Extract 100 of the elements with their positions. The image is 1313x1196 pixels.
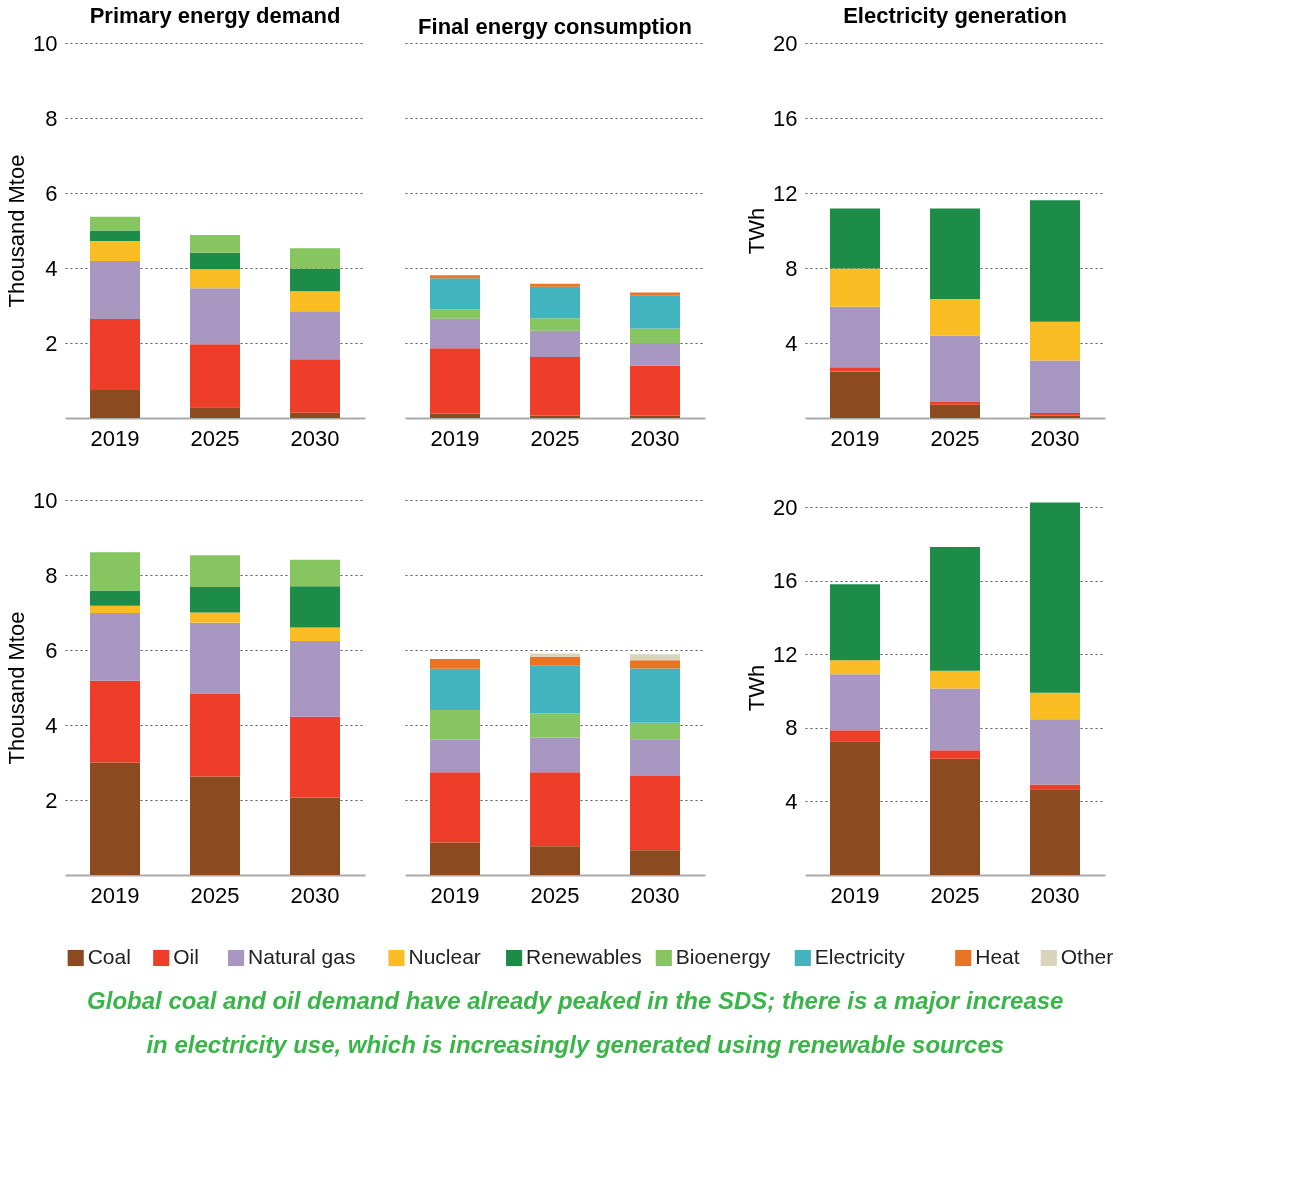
bar	[530, 283, 580, 287]
bar	[830, 268, 880, 307]
bar	[430, 318, 480, 349]
bar	[630, 660, 680, 669]
bar	[290, 291, 340, 312]
bar	[290, 586, 340, 628]
bar	[630, 850, 680, 875]
bar	[530, 653, 580, 657]
bar	[630, 328, 680, 343]
bar	[90, 216, 140, 231]
bar	[1030, 321, 1080, 361]
bar	[90, 319, 140, 390]
bar	[830, 660, 880, 675]
bar	[190, 235, 240, 253]
bar	[530, 356, 580, 416]
chart-title: Final energy consumption	[418, 14, 692, 39]
y-tick-label: 10	[33, 30, 58, 56]
bar	[90, 762, 140, 875]
bar	[830, 741, 880, 875]
x-tick-label: 2025	[930, 882, 980, 908]
bar	[930, 758, 980, 875]
bar	[630, 295, 680, 329]
bar	[90, 260, 140, 319]
legend-label: Natural gas	[248, 945, 356, 968]
y-tick-label: 12	[773, 180, 798, 206]
bar	[290, 716, 340, 798]
bar	[830, 208, 880, 269]
legend-label: Oil	[173, 945, 199, 968]
bar	[1030, 360, 1080, 413]
legend-label: Heat	[975, 945, 1020, 968]
bar	[90, 680, 140, 763]
y-tick-label: 8	[45, 105, 58, 131]
bar	[190, 288, 240, 345]
x-tick-label: 2030	[1030, 425, 1080, 451]
bar	[430, 668, 480, 710]
bar	[630, 654, 680, 661]
x-tick-label: 2019	[90, 882, 140, 908]
bar	[630, 365, 680, 416]
bar	[530, 656, 580, 666]
bar	[530, 846, 580, 875]
x-tick-label: 2025	[530, 425, 580, 451]
bar	[290, 359, 340, 413]
x-tick-label: 2019	[830, 882, 880, 908]
bar	[290, 627, 340, 641]
bar	[290, 412, 340, 418]
legend-label: Other	[1060, 945, 1114, 968]
chart-title: Electricity generation	[843, 3, 1067, 28]
bar	[530, 713, 580, 738]
x-tick-label: 2025	[190, 425, 240, 451]
bar	[190, 344, 240, 408]
bar	[930, 750, 980, 759]
bar	[630, 415, 680, 418]
chart-title: Primary energy demand	[89, 3, 341, 28]
y-tick-label: 20	[773, 494, 798, 520]
bar	[430, 309, 480, 319]
bar	[430, 710, 480, 740]
bar	[830, 584, 880, 661]
bar	[530, 318, 580, 331]
x-tick-label: 2025	[930, 425, 980, 451]
bar	[430, 278, 480, 310]
bar	[90, 590, 140, 606]
legend-label: Bioenergy	[675, 945, 771, 968]
bar	[290, 311, 340, 360]
y-tick-label: 8	[45, 562, 58, 588]
bar	[190, 252, 240, 270]
bar	[630, 739, 680, 776]
y-axis-title: Thousand Mtoe	[4, 611, 30, 765]
bar	[430, 739, 480, 773]
y-axis-title: TWh	[744, 207, 770, 255]
bar	[830, 306, 880, 368]
bar	[90, 612, 140, 681]
bar	[190, 269, 240, 289]
y-tick-label: 20	[773, 30, 798, 56]
y-tick-label: 4	[45, 712, 58, 738]
y-tick-label: 6	[45, 637, 58, 663]
legend-label: Renewables	[526, 945, 642, 968]
bar	[90, 552, 140, 591]
bar	[290, 641, 340, 717]
x-tick-label: 2019	[430, 425, 480, 451]
x-tick-label: 2019	[430, 882, 480, 908]
bar	[630, 292, 680, 296]
bar	[190, 587, 240, 613]
bar	[430, 772, 480, 843]
bar	[190, 555, 240, 587]
y-tick-label: 8	[785, 715, 798, 741]
bar	[530, 286, 580, 319]
x-tick-label: 2019	[830, 425, 880, 451]
bar	[430, 659, 480, 669]
bar	[190, 407, 240, 418]
y-tick-label: 2	[45, 330, 58, 356]
x-tick-label: 2030	[630, 425, 680, 451]
bar	[930, 335, 980, 403]
x-tick-label: 2030	[630, 882, 680, 908]
bar	[190, 693, 240, 777]
y-axis-title: TWh	[744, 664, 770, 712]
bar	[630, 776, 680, 851]
bar	[930, 208, 980, 299]
bar	[630, 722, 680, 740]
x-tick-label: 2030	[1030, 882, 1080, 908]
x-tick-label: 2025	[190, 882, 240, 908]
